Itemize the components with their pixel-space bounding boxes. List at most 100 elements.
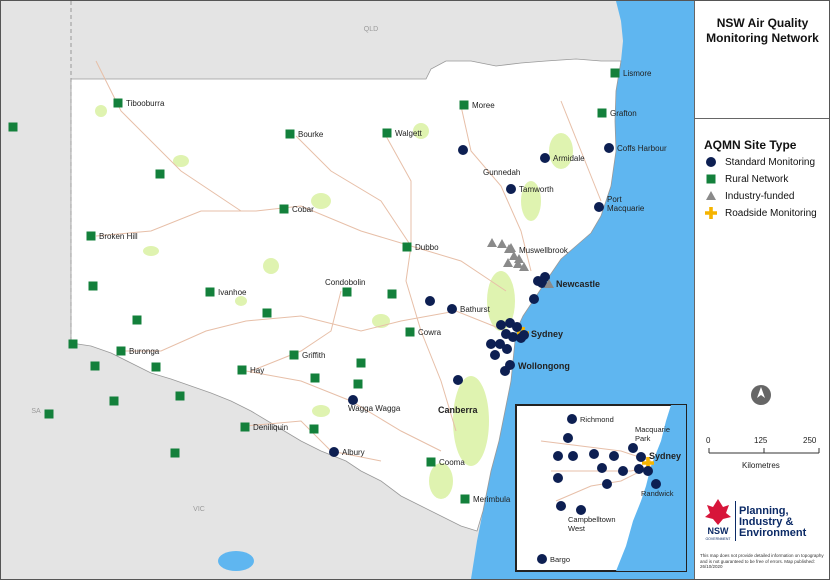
site-deniliquin[interactable] [240,422,250,432]
place-label-bathurst: Bathurst [460,305,491,314]
inset-standard-site-10[interactable] [643,466,653,476]
site-tamworth[interactable] [506,184,516,194]
standard-site-13[interactable] [500,366,510,376]
logo-divider [735,501,736,541]
inset-standard-site-6[interactable] [597,463,607,473]
site-merimbula[interactable] [460,494,470,504]
site-cobar[interactable] [279,204,289,214]
site-hay[interactable] [237,365,247,375]
place-label-muswellbrook: Muswellbrook [519,246,569,255]
inset-standard-site-7[interactable] [618,466,628,476]
standard-site-11[interactable] [519,330,529,340]
inset-site-randwick[interactable] [651,479,661,489]
inset-standard-site-4[interactable] [589,449,599,459]
inset-standard-site-11[interactable] [553,473,563,483]
inset-standard-site-13[interactable] [602,479,612,489]
logo-badge: NSW [708,526,730,536]
standard-site-16[interactable] [529,294,539,304]
site-armidale[interactable] [540,153,550,163]
rural-site-16[interactable] [310,373,320,383]
place-label-walgett: Walgett [395,129,423,138]
lake [218,551,254,571]
standard-site-1[interactable] [425,296,435,306]
site-lismore[interactable] [610,68,620,78]
standard-site-9[interactable] [490,350,500,360]
rural-site-13[interactable] [353,379,363,389]
inset-standard-site-12[interactable] [556,501,566,511]
rural-site-6[interactable] [68,339,78,349]
site-cowra[interactable] [405,327,415,337]
inset-standard-site-9[interactable] [636,452,646,462]
site-coffs-harbour[interactable] [604,143,614,153]
place-label-deniliquin: Deniliquin [253,423,288,432]
site-bourke[interactable] [285,129,295,139]
site-griffith[interactable] [289,350,299,360]
inset-site-bargo[interactable] [537,554,547,564]
rural-site-14[interactable] [387,289,397,299]
standard-site-14[interactable] [453,375,463,385]
industry-site-9[interactable] [544,279,554,288]
place-label-newcastle: Newcastle [556,279,600,289]
rural-site-10[interactable] [44,409,54,419]
site-buronga[interactable] [116,346,126,356]
industry-site-8[interactable] [514,254,524,263]
inset-standard-site-8[interactable] [634,464,644,474]
rural-site-9[interactable] [109,396,119,406]
site-albury[interactable] [329,447,339,457]
rural-site-1[interactable] [8,122,18,132]
inset-site-campbelltown-west[interactable] [576,505,586,515]
standard-site-2[interactable] [496,320,506,330]
rural-site-4[interactable] [132,315,142,325]
inset-standard-site-3[interactable] [568,451,578,461]
legend-panel: NSW Air Quality Monitoring Network AQMN … [694,1,829,579]
rural-site-17[interactable] [309,424,319,434]
standard-site-8[interactable] [495,339,505,349]
site-tibooburra[interactable] [113,98,123,108]
site-cooma[interactable] [426,457,436,467]
legend-label: Industry-funded [725,190,795,202]
industry-site-1[interactable] [487,238,497,247]
rural-site-2[interactable] [155,169,165,179]
rural-site-12[interactable] [170,448,180,458]
disclaimer: This map does not provide detailed infor… [700,553,824,569]
rural-site-8[interactable] [151,362,161,372]
inset-site-macquarie-park[interactable] [628,443,638,453]
rural-site-3[interactable] [88,281,98,291]
industry-site-6[interactable] [513,259,523,268]
site-wagga-wagga[interactable] [348,395,358,405]
rural-site-15[interactable] [356,358,366,368]
site-grafton[interactable] [597,108,607,118]
square-icon [705,173,717,185]
rural-site-11[interactable] [175,391,185,401]
inset-site-richmond[interactable] [567,414,577,424]
site-ivanhoe[interactable] [205,287,215,297]
inset-standard-site-2[interactable] [553,451,563,461]
industry-site-4[interactable] [509,251,519,260]
inset-site-sydney[interactable] [642,457,654,470]
inset-standard-site-1[interactable] [563,433,573,443]
standard-site-6[interactable] [508,332,518,342]
rural-site-7[interactable] [90,361,100,371]
industry-site-5[interactable] [503,258,513,267]
site-port-macquarie[interactable] [594,202,604,212]
standard-site-12[interactable] [486,339,496,349]
rural-site-5[interactable] [262,308,272,318]
site-moree[interactable] [459,100,469,110]
standard-site-17[interactable] [540,272,550,282]
industry-site-3[interactable] [504,244,514,253]
standard-site-10[interactable] [502,344,512,354]
scale-tick-250: 250 [803,436,817,445]
place-label-lismore: Lismore [623,69,652,78]
state-label-qld: QLD [364,26,378,33]
industry-site-2[interactable] [497,239,507,248]
site-broken-hill[interactable] [86,231,96,241]
site-bathurst[interactable] [447,304,457,314]
industry-site-7[interactable] [519,262,529,271]
site-condobolin[interactable] [342,287,352,297]
standard-site-4[interactable] [512,322,522,332]
site-walgett[interactable] [382,128,392,138]
site-dubbo[interactable] [402,242,412,252]
site-gunnedah[interactable] [458,145,468,155]
inset-standard-site-5[interactable] [609,451,619,461]
